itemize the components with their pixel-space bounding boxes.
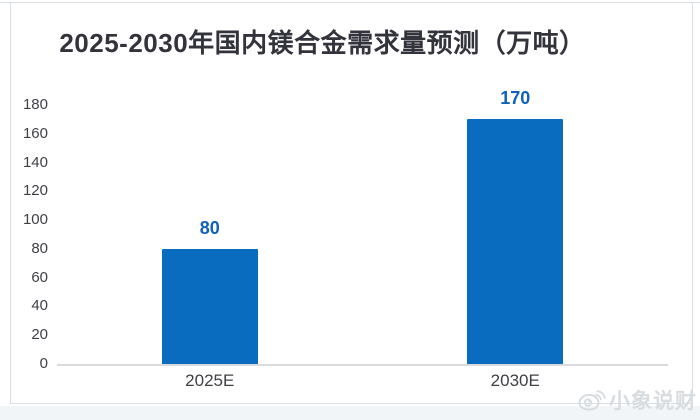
watermark: 小象说财 [578, 384, 697, 416]
y-axis-tick-label: 0 [39, 355, 48, 372]
chart-title: 2025-2030年国内镁合金需求量预测（万吨） [59, 28, 586, 58]
y-axis-tick-label: 60 [31, 268, 48, 286]
y-axis-tick-label: 160 [22, 124, 48, 142]
y-axis-tick-label: 180 [22, 96, 48, 113]
bar-2030E [467, 119, 564, 364]
y-axis-tick-label: 100 [22, 211, 48, 229]
watermark-text: 小象说财 [609, 390, 697, 413]
y-axis-tick-label: 40 [31, 297, 48, 315]
x-axis-category-label: 2030E [490, 371, 540, 390]
x-axis-line [57, 364, 668, 366]
weibo-icon [578, 390, 606, 411]
chart-frame [10, 2, 693, 404]
bar-value-label: 80 [199, 217, 220, 238]
bar-value-label: 170 [500, 88, 531, 109]
y-axis-tick-label: 140 [22, 153, 48, 171]
x-axis-category-label: 2025E [185, 371, 235, 390]
y-axis-tick-label: 120 [22, 182, 48, 200]
y-axis-tick-label: 20 [31, 326, 48, 344]
bar-2025E [161, 248, 258, 364]
y-axis-tick-label: 80 [31, 239, 48, 257]
frame-bottom-margin [0, 406, 700, 420]
